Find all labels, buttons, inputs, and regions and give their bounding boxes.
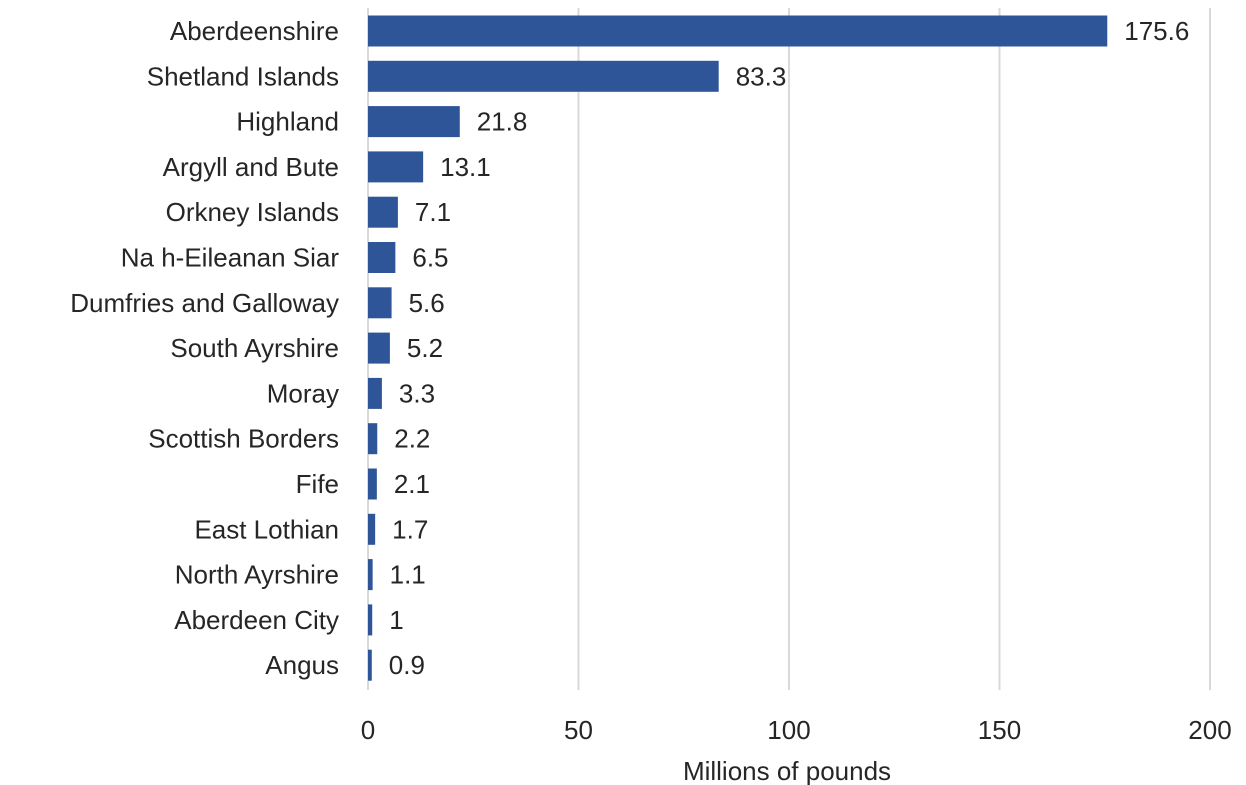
bar bbox=[368, 559, 373, 591]
value-label: 2.1 bbox=[394, 469, 430, 499]
category-label: Fife bbox=[296, 469, 339, 499]
value-label: 5.2 bbox=[407, 333, 443, 363]
x-tick-label: 0 bbox=[361, 715, 375, 745]
category-label: South Ayrshire bbox=[170, 333, 339, 363]
category-labels: Aberdeenshire Shetland Islands Highland Arg… bbox=[70, 16, 339, 680]
bar bbox=[368, 106, 460, 138]
bar bbox=[368, 196, 398, 228]
x-axis-ticks: 0 50 100 150 200 bbox=[361, 715, 1232, 745]
bar bbox=[368, 242, 396, 273]
bar bbox=[368, 468, 377, 500]
value-label: 2.2 bbox=[394, 424, 430, 454]
category-label: North Ayrshire bbox=[175, 560, 339, 590]
category-label: East Lothian bbox=[194, 514, 339, 544]
value-labels: 175.6 83.3 21.8 13.1 7.1 6.5 5.6 5.2 3.3 2.2 2.1 1.… bbox=[389, 16, 1190, 680]
category-label: Dumfries and Galloway bbox=[70, 288, 339, 318]
x-axis-title: Millions of pounds bbox=[683, 756, 891, 785]
x-tick-label: 100 bbox=[767, 715, 810, 745]
value-label: 21.8 bbox=[477, 107, 528, 137]
value-label: 5.6 bbox=[409, 288, 445, 318]
bar bbox=[368, 60, 719, 92]
category-label: Angus bbox=[265, 650, 339, 680]
value-label: 6.5 bbox=[412, 243, 448, 273]
bar bbox=[368, 151, 424, 183]
bar bbox=[368, 332, 390, 364]
value-label: 1.7 bbox=[392, 514, 428, 544]
value-label: 175.6 bbox=[1124, 16, 1189, 46]
category-label: Argyll and Bute bbox=[163, 152, 339, 182]
value-label: 1 bbox=[389, 605, 403, 635]
x-tick-label: 150 bbox=[978, 715, 1021, 745]
value-label: 13.1 bbox=[440, 152, 491, 182]
bar bbox=[368, 287, 392, 319]
category-label: Scottish Borders bbox=[148, 424, 339, 454]
category-label: Shetland Islands bbox=[147, 61, 339, 91]
bar bbox=[368, 377, 382, 409]
bar bbox=[368, 423, 378, 455]
bars bbox=[368, 15, 1108, 681]
category-label: Aberdeenshire bbox=[170, 16, 339, 46]
value-label: 7.1 bbox=[415, 197, 451, 227]
x-tick-label: 200 bbox=[1188, 715, 1231, 745]
x-tick-label: 50 bbox=[564, 715, 593, 745]
bar bbox=[368, 513, 376, 545]
category-label: Highland bbox=[236, 107, 339, 137]
value-label: 3.3 bbox=[399, 378, 435, 408]
bar bbox=[368, 15, 1108, 47]
bar bbox=[368, 649, 372, 681]
bar bbox=[368, 604, 373, 636]
value-label: 83.3 bbox=[736, 61, 787, 91]
category-label: Orkney Islands bbox=[166, 197, 339, 227]
category-label: Na h-Eileanan Siar bbox=[121, 243, 340, 273]
category-label: Moray bbox=[267, 378, 339, 408]
category-label: Aberdeen City bbox=[174, 605, 339, 635]
value-label: 1.1 bbox=[390, 560, 426, 590]
value-label: 0.9 bbox=[389, 650, 425, 680]
